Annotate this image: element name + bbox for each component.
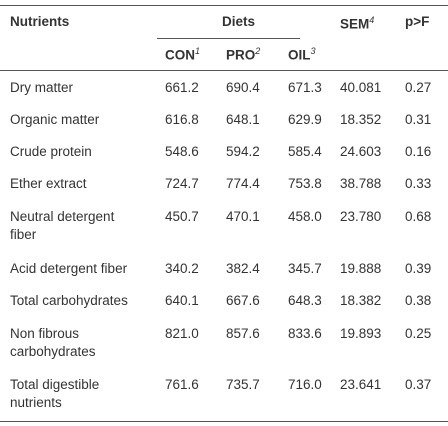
cell-value: 40.081 (340, 80, 382, 95)
bottom-rule (0, 421, 448, 422)
diet-note: 3 (310, 46, 316, 56)
top-rule (0, 5, 448, 6)
cell-value: 0.27 (405, 80, 432, 95)
p-header: p>F (405, 14, 430, 29)
cell-value: 648.3 (288, 293, 322, 308)
cell-value: 0.31 (405, 112, 432, 127)
row-label: Neutral detergent fiber (10, 209, 115, 242)
diet-header: CON1 (165, 42, 200, 65)
cell-value: 857.6 (226, 326, 260, 341)
row-label: Organic matter (10, 112, 100, 127)
cell-value: 833.6 (288, 326, 322, 341)
row-label: Dry matter (10, 80, 74, 95)
cell-value: 0.16 (405, 144, 432, 159)
row-label: Non fibrous carbohydrates (10, 326, 96, 359)
cell-value: 0.25 (405, 326, 432, 341)
diet-header: OIL3 (288, 42, 316, 65)
cell-value: 774.4 (226, 176, 260, 191)
cell-value: 821.0 (165, 326, 199, 341)
sem-name: SEM (340, 16, 370, 32)
cell-value: 340.2 (165, 261, 199, 276)
diets-rule (157, 38, 300, 39)
row-label: Total digestible nutrients (10, 377, 100, 410)
cell-value: 716.0 (288, 377, 322, 392)
cell-value: 24.603 (340, 144, 382, 159)
row-label: Acid detergent fiber (10, 261, 128, 276)
diet-note: 1 (195, 46, 201, 56)
row-label: Total carbohydrates (10, 293, 128, 308)
cell-value: 594.2 (226, 144, 260, 159)
row-label: Crude protein (10, 144, 92, 159)
cell-value: 661.2 (165, 80, 199, 95)
sem-header: SEM4 (340, 11, 374, 34)
cell-value: 450.7 (165, 209, 199, 224)
diets-header: Diets (222, 14, 256, 29)
cell-value: 0.68 (405, 209, 432, 224)
diet-name: PRO (226, 47, 256, 63)
cell-value: 23.780 (340, 209, 382, 224)
cell-value: 458.0 (288, 209, 322, 224)
cell-value: 38.788 (340, 176, 382, 191)
diet-note: 2 (255, 46, 261, 56)
cell-value: 585.4 (288, 144, 322, 159)
cell-value: 0.39 (405, 261, 432, 276)
cell-value: 667.6 (226, 293, 260, 308)
cell-value: 0.38 (405, 293, 432, 308)
cell-value: 616.8 (165, 112, 199, 127)
cell-value: 648.1 (226, 112, 260, 127)
header-rule (0, 70, 448, 71)
cell-value: 18.382 (340, 293, 382, 308)
cell-value: 19.893 (340, 326, 382, 341)
cell-value: 0.33 (405, 176, 432, 191)
cell-value: 548.6 (165, 144, 199, 159)
cell-value: 640.1 (165, 293, 199, 308)
cell-value: 382.4 (226, 261, 260, 276)
nutrients-header: Nutrients (10, 14, 70, 29)
cell-value: 724.7 (165, 176, 199, 191)
cell-value: 19.888 (340, 261, 382, 276)
diet-name: OIL (288, 47, 311, 63)
cell-value: 753.8 (288, 176, 322, 191)
diet-name: CON (165, 47, 195, 63)
cell-value: 761.6 (165, 377, 199, 392)
cell-value: 629.9 (288, 112, 322, 127)
cell-value: 23.641 (340, 377, 382, 392)
cell-value: 671.3 (288, 80, 322, 95)
cell-value: 690.4 (226, 80, 260, 95)
cell-value: 345.7 (288, 261, 322, 276)
cell-value: 18.352 (340, 112, 382, 127)
row-label: Ether extract (10, 176, 87, 191)
cell-value: 735.7 (226, 377, 260, 392)
sem-note: 4 (369, 15, 375, 25)
cell-value: 470.1 (226, 209, 260, 224)
diet-header: PRO2 (226, 42, 260, 65)
cell-value: 0.37 (405, 377, 432, 392)
